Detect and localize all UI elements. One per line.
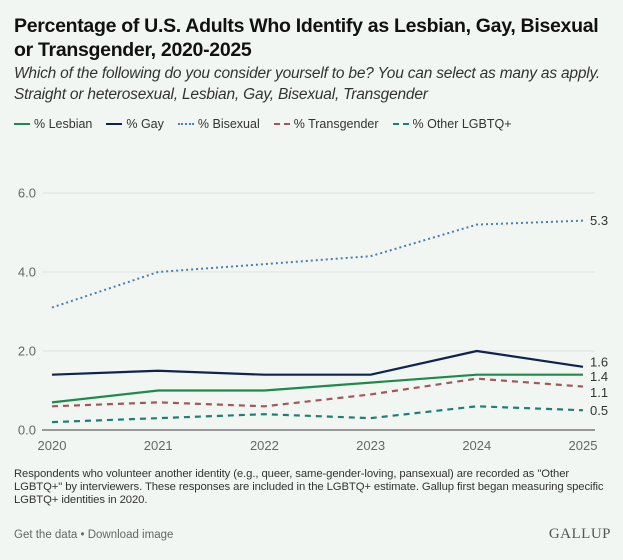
footer-separator: • (77, 529, 88, 541)
series-line-bisexual (51, 219, 584, 309)
series-line-transgender (51, 377, 584, 408)
gallup-logo: GALLUP (548, 526, 611, 542)
data-point-bisexual (261, 261, 267, 267)
footnote: Respondents who volunteer another identi… (14, 468, 604, 506)
end-label-bisexual: 5.3 (590, 213, 608, 228)
series-line-lesbian (51, 373, 583, 404)
data-point-bisexual (49, 305, 55, 311)
data-point-other-lgbtq (155, 415, 161, 421)
data-point-gay (580, 364, 586, 370)
x-tick-label: 2024 (462, 438, 491, 453)
series-lines (49, 218, 586, 425)
legend-item-lesbian[interactable]: % Lesbian (14, 117, 92, 131)
x-tick-label: 2020 (38, 438, 67, 453)
legend-swatch-gay (106, 123, 123, 125)
data-point-lesbian (155, 388, 161, 394)
end-label-gay: 1.6 (590, 354, 608, 369)
chart-subtitle: Which of the following do you consider y… (14, 65, 601, 103)
legend-label: % Transgender (293, 117, 379, 131)
chart-title: Percentage of U.S. Adults Who Identify a… (14, 15, 599, 61)
x-tick-label: 2022 (250, 438, 279, 453)
data-point-transgender (580, 384, 586, 390)
legend-label: % Gay (126, 117, 164, 131)
download-image-link[interactable]: Download image (87, 529, 174, 541)
legend-label: % Bisexual (197, 117, 260, 131)
y-tick-label: 4.0 (18, 265, 36, 280)
data-point-other-lgbtq (261, 411, 267, 417)
data-point-transgender (49, 403, 55, 409)
legend: % Lesbian % Gay % Bisexual % Transgender… (14, 117, 526, 131)
data-point-gay (155, 368, 161, 374)
data-point-other-lgbtq (580, 407, 586, 413)
data-point-gay (49, 372, 55, 378)
legend-swatch-other (392, 123, 409, 125)
data-point-bisexual (155, 269, 161, 275)
x-tick-label: 2021 (144, 438, 173, 453)
data-point-gay (261, 372, 267, 378)
legend-item-other[interactable]: % Other LGBTQ+ (392, 117, 512, 131)
data-point-bisexual (474, 222, 480, 228)
legend-label: % Other LGBTQ+ (412, 117, 512, 131)
series-line-gay (51, 349, 584, 376)
legend-swatch-lesbian (14, 123, 30, 125)
data-point-gay (368, 372, 374, 378)
x-tick-label: 2023 (356, 438, 385, 453)
data-point-bisexual (580, 218, 586, 224)
footer-links: Get the data • Download image (14, 529, 173, 541)
data-point-transgender (368, 391, 374, 397)
gridlines (42, 192, 595, 431)
data-point-transgender (261, 403, 267, 409)
y-axis: 0.0 2.0 4.0 6.0 (18, 186, 36, 438)
get-data-link[interactable]: Get the data (14, 529, 78, 541)
legend-item-gay[interactable]: % Gay (106, 117, 164, 131)
end-label-other-lgbtq: 0.5 (590, 403, 608, 418)
legend-item-transgender[interactable]: % Transgender (273, 117, 379, 131)
data-point-other-lgbtq (474, 403, 480, 409)
series-line-other-lgbtq (51, 405, 584, 424)
y-tick-label: 6.0 (18, 186, 36, 201)
y-tick-label: 0.0 (18, 423, 36, 438)
data-point-gay (474, 348, 480, 354)
x-tick-label: 2025 (569, 438, 598, 453)
data-point-transgender (155, 399, 161, 405)
data-point-lesbian (580, 372, 586, 378)
data-point-lesbian (368, 380, 374, 386)
legend-swatch-bisexual (177, 123, 194, 125)
end-label-lesbian: 1.4 (590, 369, 608, 384)
data-point-transgender (474, 376, 480, 382)
legend-label: % Lesbian (34, 117, 93, 131)
legend-swatch-transgender (273, 123, 290, 125)
legend-item-bisexual[interactable]: % Bisexual (177, 117, 260, 131)
data-point-other-lgbtq (49, 419, 55, 425)
end-labels: 1.41.6 5.3 1.1 0.5 (590, 213, 608, 418)
data-point-bisexual (368, 253, 374, 259)
x-axis: 2020 2021 2022 2023 2024 2025 (38, 438, 598, 453)
y-tick-label: 2.0 (18, 344, 36, 359)
data-point-other-lgbtq (368, 415, 374, 421)
line-chart: 0.0 2.0 4.0 6.0 2020 2021 2022 2023 2024 2025 1.… (18, 186, 608, 454)
data-point-lesbian (261, 388, 267, 394)
end-label-transgender: 1.1 (590, 385, 608, 400)
